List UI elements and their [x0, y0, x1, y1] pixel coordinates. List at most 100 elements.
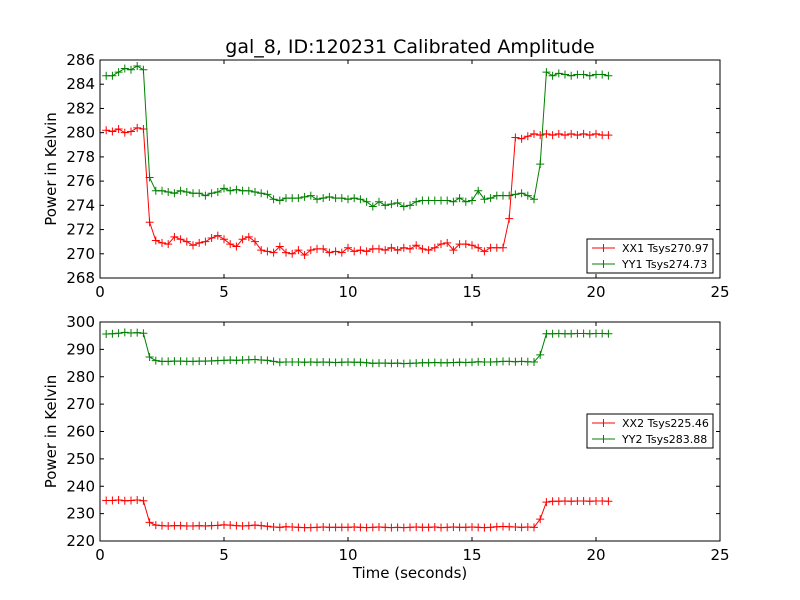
data-point [561, 70, 569, 79]
y-tick-label: 260 [66, 423, 95, 441]
data-point [195, 238, 204, 247]
data-point [288, 249, 297, 258]
data-point [536, 515, 545, 524]
data-point [443, 238, 452, 247]
y-tick-label: 284 [66, 75, 95, 93]
data-point [164, 188, 173, 197]
legend-label: YY2 Tsys283.88 [621, 433, 707, 446]
x-tick-label: 15 [462, 283, 481, 301]
data-point [350, 194, 359, 203]
data-point [306, 191, 315, 200]
data-point [449, 197, 458, 206]
y-tick-label: 290 [66, 340, 95, 358]
data-point [269, 357, 278, 366]
data-point [269, 195, 278, 204]
data-point [114, 495, 123, 504]
data-point [294, 246, 303, 255]
data-point [437, 240, 445, 249]
data-point [368, 202, 377, 211]
legend-marker [599, 419, 608, 427]
data-point [337, 194, 346, 203]
data-point [517, 189, 526, 198]
x-axis-label: Time (seconds) [352, 564, 468, 582]
data-point [275, 523, 284, 532]
data-point [232, 242, 241, 251]
y-tick-label: 220 [66, 532, 95, 550]
y-tick-label: 250 [66, 450, 95, 468]
data-point [201, 237, 210, 246]
data-point [133, 495, 142, 504]
data-point [542, 498, 551, 507]
data-point [585, 131, 594, 140]
data-point [344, 243, 352, 252]
data-point [350, 247, 359, 256]
data-point [337, 248, 346, 257]
data-point [176, 186, 185, 195]
data-point [139, 65, 148, 74]
data-point [604, 329, 613, 338]
legend-label: YY1 Tsys274.73 [621, 258, 707, 271]
y-tick-label: 270 [66, 245, 95, 263]
data-point [412, 241, 421, 250]
data-point [536, 160, 545, 169]
data-point [139, 329, 148, 338]
data-point [238, 235, 247, 244]
data-point [133, 62, 142, 71]
y-tick-label: 270 [66, 395, 95, 413]
y-tick-label: 240 [66, 477, 95, 495]
data-point [257, 521, 266, 530]
data-point [120, 64, 129, 73]
data-point [139, 496, 148, 505]
y-tick-label: 280 [66, 124, 95, 142]
figure-title: gal_8, ID:120231 Calibrated Amplitude [225, 36, 594, 58]
data-point [170, 232, 179, 241]
legend-box [586, 413, 714, 449]
data-point [387, 243, 396, 252]
data-point [300, 250, 309, 259]
data-point [362, 247, 371, 256]
x-tick-label: 0 [95, 283, 105, 301]
data-point [325, 248, 334, 257]
data-point [102, 126, 111, 135]
data-point [375, 197, 383, 206]
data-point [213, 231, 222, 240]
data-point [554, 129, 563, 138]
data-point [554, 69, 563, 78]
x-tick-label: 25 [710, 546, 729, 564]
data-point [455, 194, 464, 203]
data-point [319, 244, 328, 253]
data-point [381, 201, 390, 210]
data-point [406, 201, 414, 210]
data-point [201, 191, 210, 200]
data-point [164, 240, 173, 249]
data-point [430, 243, 439, 252]
x-tick-label: 25 [710, 283, 729, 301]
data-point [213, 521, 222, 530]
data-point [226, 186, 235, 195]
data-point [430, 523, 439, 532]
data-point [356, 246, 365, 255]
x-tick-label: 5 [219, 546, 229, 564]
y-axis-label: Power in Kelvin [42, 375, 60, 489]
data-point [313, 195, 321, 204]
data-point [120, 328, 129, 337]
data-point [548, 131, 557, 140]
y-tick-label: 282 [66, 99, 95, 117]
legend-box [586, 238, 714, 274]
y-tick-label: 274 [66, 196, 95, 214]
data-point [189, 241, 197, 250]
data-point [536, 350, 545, 359]
data-point [579, 129, 588, 138]
y-axis-label: Power in Kelvin [42, 112, 60, 226]
data-point [387, 200, 396, 209]
data-point [443, 196, 452, 205]
data-point [170, 189, 179, 198]
legend-label: XX2 Tsys225.46 [622, 417, 709, 430]
data-point [220, 235, 228, 244]
data-point [579, 70, 588, 79]
y-tick-label: 278 [66, 148, 95, 166]
data-point [151, 356, 160, 365]
y-tick-label: 268 [66, 269, 95, 287]
data-point [511, 133, 520, 142]
